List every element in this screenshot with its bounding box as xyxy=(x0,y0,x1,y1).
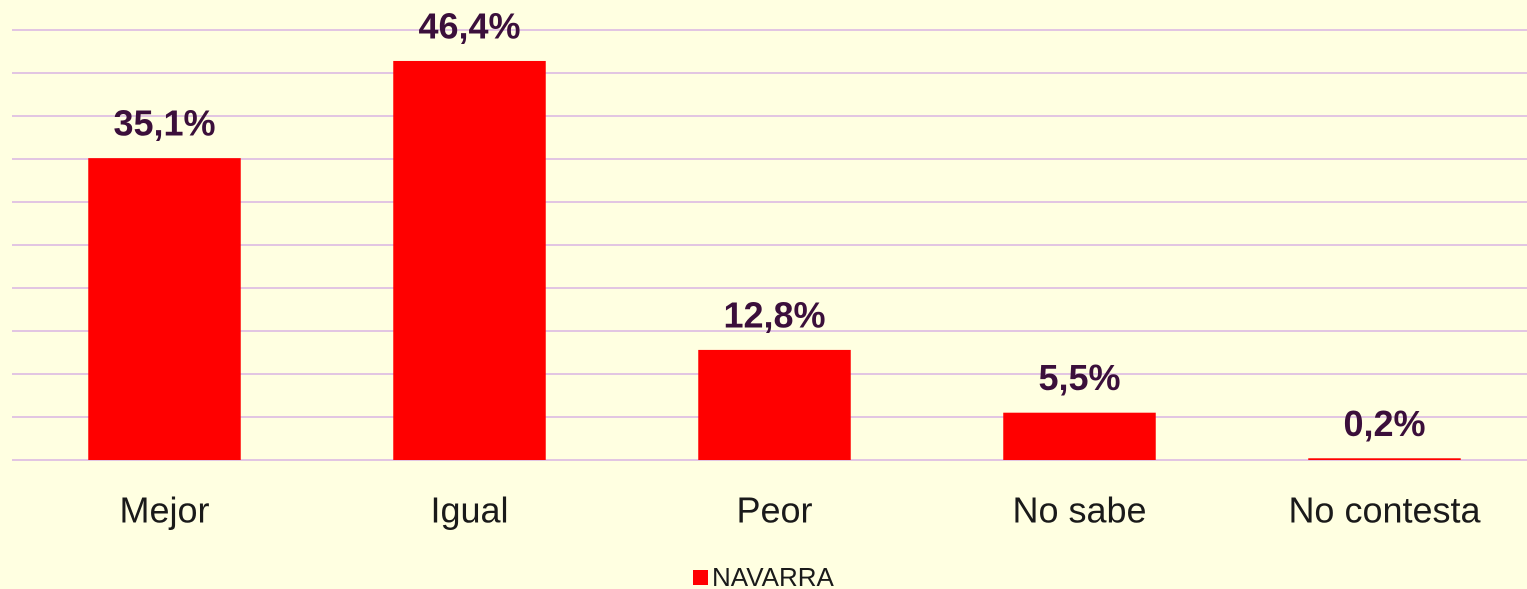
bar xyxy=(698,349,851,460)
bar xyxy=(393,60,546,461)
x-tick-label: Peor xyxy=(736,490,812,531)
bar xyxy=(1308,458,1461,460)
value-label: 5,5% xyxy=(1038,357,1120,398)
legend-swatch xyxy=(693,570,708,585)
bar xyxy=(88,158,241,460)
legend-label: NAVARRA xyxy=(712,562,834,589)
x-tick-label: Mejor xyxy=(119,490,209,531)
value-label: 0,2% xyxy=(1343,403,1425,444)
x-tick-label: Igual xyxy=(430,490,508,531)
x-tick-label: No sabe xyxy=(1012,490,1146,531)
bar xyxy=(1003,412,1156,460)
x-tick-label: No contesta xyxy=(1288,490,1481,531)
value-label: 35,1% xyxy=(113,103,215,144)
value-label: 12,8% xyxy=(723,294,825,335)
value-label: 46,4% xyxy=(418,5,520,46)
